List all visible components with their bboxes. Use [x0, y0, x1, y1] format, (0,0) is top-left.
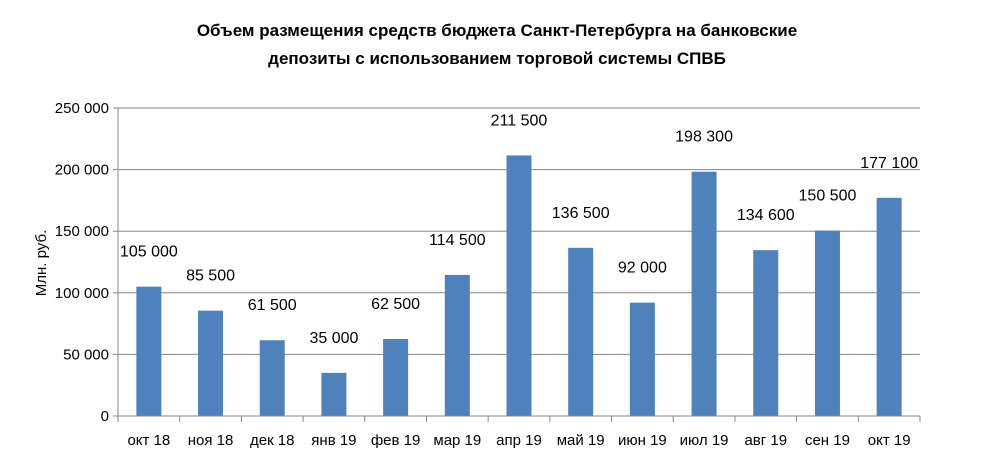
bar — [321, 372, 347, 416]
data-label: 92 000 — [618, 260, 667, 277]
y-tick-label: 200 000 — [55, 162, 109, 179]
chart-title-line1: Объем размещения средств бюджета Санкт-П… — [197, 21, 797, 40]
bar — [629, 302, 655, 416]
data-label: 134 600 — [737, 207, 795, 224]
data-label: 114 500 — [429, 232, 486, 249]
x-tick-label: мар 19 — [433, 432, 481, 449]
y-tick-label: 100 000 — [55, 285, 109, 302]
data-label: 35 000 — [309, 330, 358, 347]
bar — [198, 310, 224, 416]
x-axis-ticks: окт 18 ноя 18 дек 18 янв 19 фев 19 мар 19 апр … — [117, 416, 921, 449]
data-label: 105 000 — [120, 244, 178, 261]
x-tick-label: июл 19 — [680, 432, 729, 449]
x-tick-label: дек 18 — [250, 432, 295, 449]
x-tick-label: окт 18 — [127, 432, 170, 449]
data-label: 62 500 — [371, 296, 420, 313]
bars — [136, 155, 902, 416]
data-label: 85 500 — [186, 268, 235, 285]
x-tick-label: апр 19 — [496, 432, 542, 449]
data-label: 61 500 — [248, 297, 297, 314]
data-labels: 105 000 85 500 61 500 35 000 62 500 114 500 21… — [120, 112, 918, 346]
x-tick-label: янв 19 — [311, 432, 356, 449]
data-label: 150 500 — [799, 188, 857, 205]
y-axis-ticks: 0 50 000 100 000 150 000 200 000 250 000 — [55, 100, 118, 425]
bar — [444, 274, 470, 416]
x-tick-label: окт 19 — [868, 432, 911, 449]
bar — [691, 171, 717, 416]
x-tick-label: авг 19 — [744, 432, 787, 449]
bar — [136, 286, 162, 416]
bar — [259, 340, 285, 416]
bar — [753, 250, 779, 416]
x-tick-label: июн 19 — [618, 432, 667, 449]
data-label: 211 500 — [491, 112, 548, 129]
bar — [568, 247, 594, 416]
bar — [814, 230, 840, 416]
x-tick-label: май 19 — [557, 432, 605, 449]
y-tick-label: 50 000 — [63, 346, 109, 363]
data-label: 177 100 — [860, 155, 918, 172]
x-tick-label: сен 19 — [805, 432, 850, 449]
y-tick-label: 150 000 — [55, 223, 109, 240]
y-axis-label: Млн. руб. — [33, 230, 50, 296]
bar — [506, 155, 532, 416]
chart-title-line2: депозиты с использованием торговой систе… — [268, 49, 726, 68]
bar — [876, 197, 902, 416]
y-tick-label: 0 — [101, 408, 109, 425]
data-label: 136 500 — [552, 205, 610, 222]
bar — [383, 339, 409, 416]
axes — [117, 108, 920, 417]
x-tick-label: ноя 18 — [188, 432, 234, 449]
data-label: 198 300 — [675, 129, 733, 146]
x-tick-label: фев 19 — [371, 432, 421, 449]
y-tick-label: 250 000 — [55, 100, 109, 117]
